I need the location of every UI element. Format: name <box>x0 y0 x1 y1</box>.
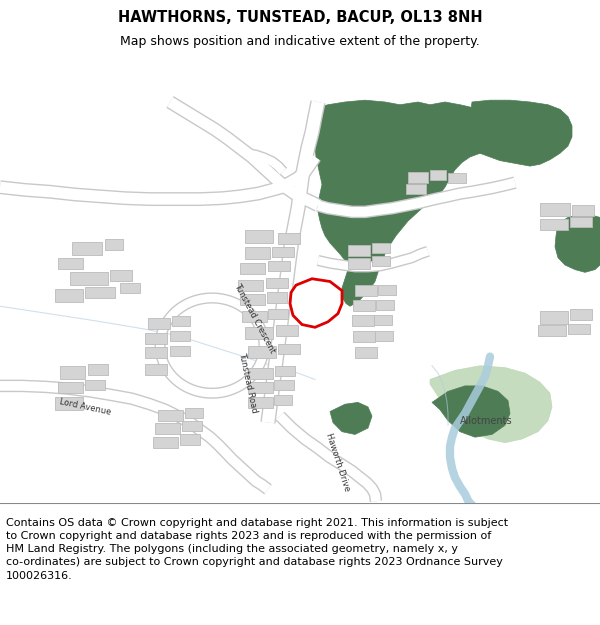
Text: Allotments: Allotments <box>460 416 512 426</box>
Bar <box>182 421 202 431</box>
Bar <box>248 397 273 408</box>
Bar <box>72 242 102 255</box>
Bar <box>248 382 273 393</box>
Text: HAWTHORNS, TUNSTEAD, BACUP, OL13 8NH: HAWTHORNS, TUNSTEAD, BACUP, OL13 8NH <box>118 10 482 25</box>
Bar <box>540 202 570 216</box>
Bar <box>180 434 200 444</box>
Bar <box>245 247 270 259</box>
Polygon shape <box>555 214 600 272</box>
Bar <box>105 239 123 251</box>
Bar <box>540 311 568 324</box>
Bar <box>274 381 294 391</box>
Bar <box>70 272 108 285</box>
Bar <box>406 184 426 194</box>
Bar <box>374 316 392 326</box>
Bar <box>245 230 273 243</box>
Text: Lord Avenue: Lord Avenue <box>58 397 112 417</box>
Bar <box>158 410 183 421</box>
Bar <box>355 285 377 296</box>
Bar <box>275 366 295 376</box>
Bar <box>238 279 263 291</box>
Bar <box>155 422 180 434</box>
Bar <box>353 331 375 342</box>
Bar <box>88 364 108 375</box>
Bar <box>248 346 276 358</box>
Bar <box>348 258 370 269</box>
Text: Tunstead Road: Tunstead Road <box>237 351 259 413</box>
Bar <box>570 217 592 227</box>
Bar <box>348 245 370 256</box>
Bar <box>267 292 287 302</box>
Bar <box>60 366 85 379</box>
Bar <box>85 381 105 391</box>
Bar <box>55 397 83 410</box>
Bar <box>372 256 390 266</box>
Bar <box>245 328 273 339</box>
Polygon shape <box>468 100 572 166</box>
Bar <box>276 326 298 336</box>
Bar <box>85 287 115 298</box>
Bar <box>185 408 203 418</box>
Bar <box>148 318 170 329</box>
Text: Tunstead Crescent: Tunstead Crescent <box>233 282 277 354</box>
Text: Haworth Drive: Haworth Drive <box>325 432 352 492</box>
Bar <box>268 309 288 319</box>
Bar <box>172 316 190 326</box>
Bar <box>240 294 265 305</box>
Bar <box>572 204 594 216</box>
Bar <box>272 247 294 257</box>
Bar <box>248 368 273 379</box>
Polygon shape <box>330 402 372 434</box>
Bar <box>378 285 396 295</box>
Text: Map shows position and indicative extent of the property.: Map shows position and indicative extent… <box>120 35 480 48</box>
Bar <box>145 332 167 344</box>
Bar <box>58 258 83 269</box>
Bar <box>375 331 393 341</box>
Polygon shape <box>432 386 510 437</box>
Bar <box>268 261 290 271</box>
Bar <box>145 348 167 358</box>
Polygon shape <box>315 100 502 306</box>
Bar <box>170 331 190 341</box>
Bar <box>120 283 140 293</box>
Bar <box>352 316 374 326</box>
Bar <box>274 395 292 405</box>
Bar <box>448 173 466 182</box>
Bar <box>145 364 167 375</box>
Bar <box>58 382 83 393</box>
Bar <box>170 346 190 356</box>
Bar <box>372 243 390 253</box>
Bar <box>408 172 428 182</box>
Bar <box>430 170 446 180</box>
Bar <box>55 289 83 302</box>
Bar <box>110 269 132 281</box>
Polygon shape <box>430 366 552 442</box>
Bar <box>570 309 592 320</box>
Text: Contains OS data © Crown copyright and database right 2021. This information is : Contains OS data © Crown copyright and d… <box>6 518 508 581</box>
Bar <box>568 324 590 334</box>
Bar <box>355 348 377 358</box>
Bar <box>278 344 300 354</box>
Bar <box>538 326 566 336</box>
Bar <box>266 278 288 288</box>
Bar <box>540 219 568 230</box>
Bar <box>278 233 300 244</box>
Bar <box>376 300 394 310</box>
Bar <box>242 311 267 322</box>
Bar <box>153 437 178 448</box>
Bar <box>353 300 375 311</box>
Bar <box>240 263 265 274</box>
